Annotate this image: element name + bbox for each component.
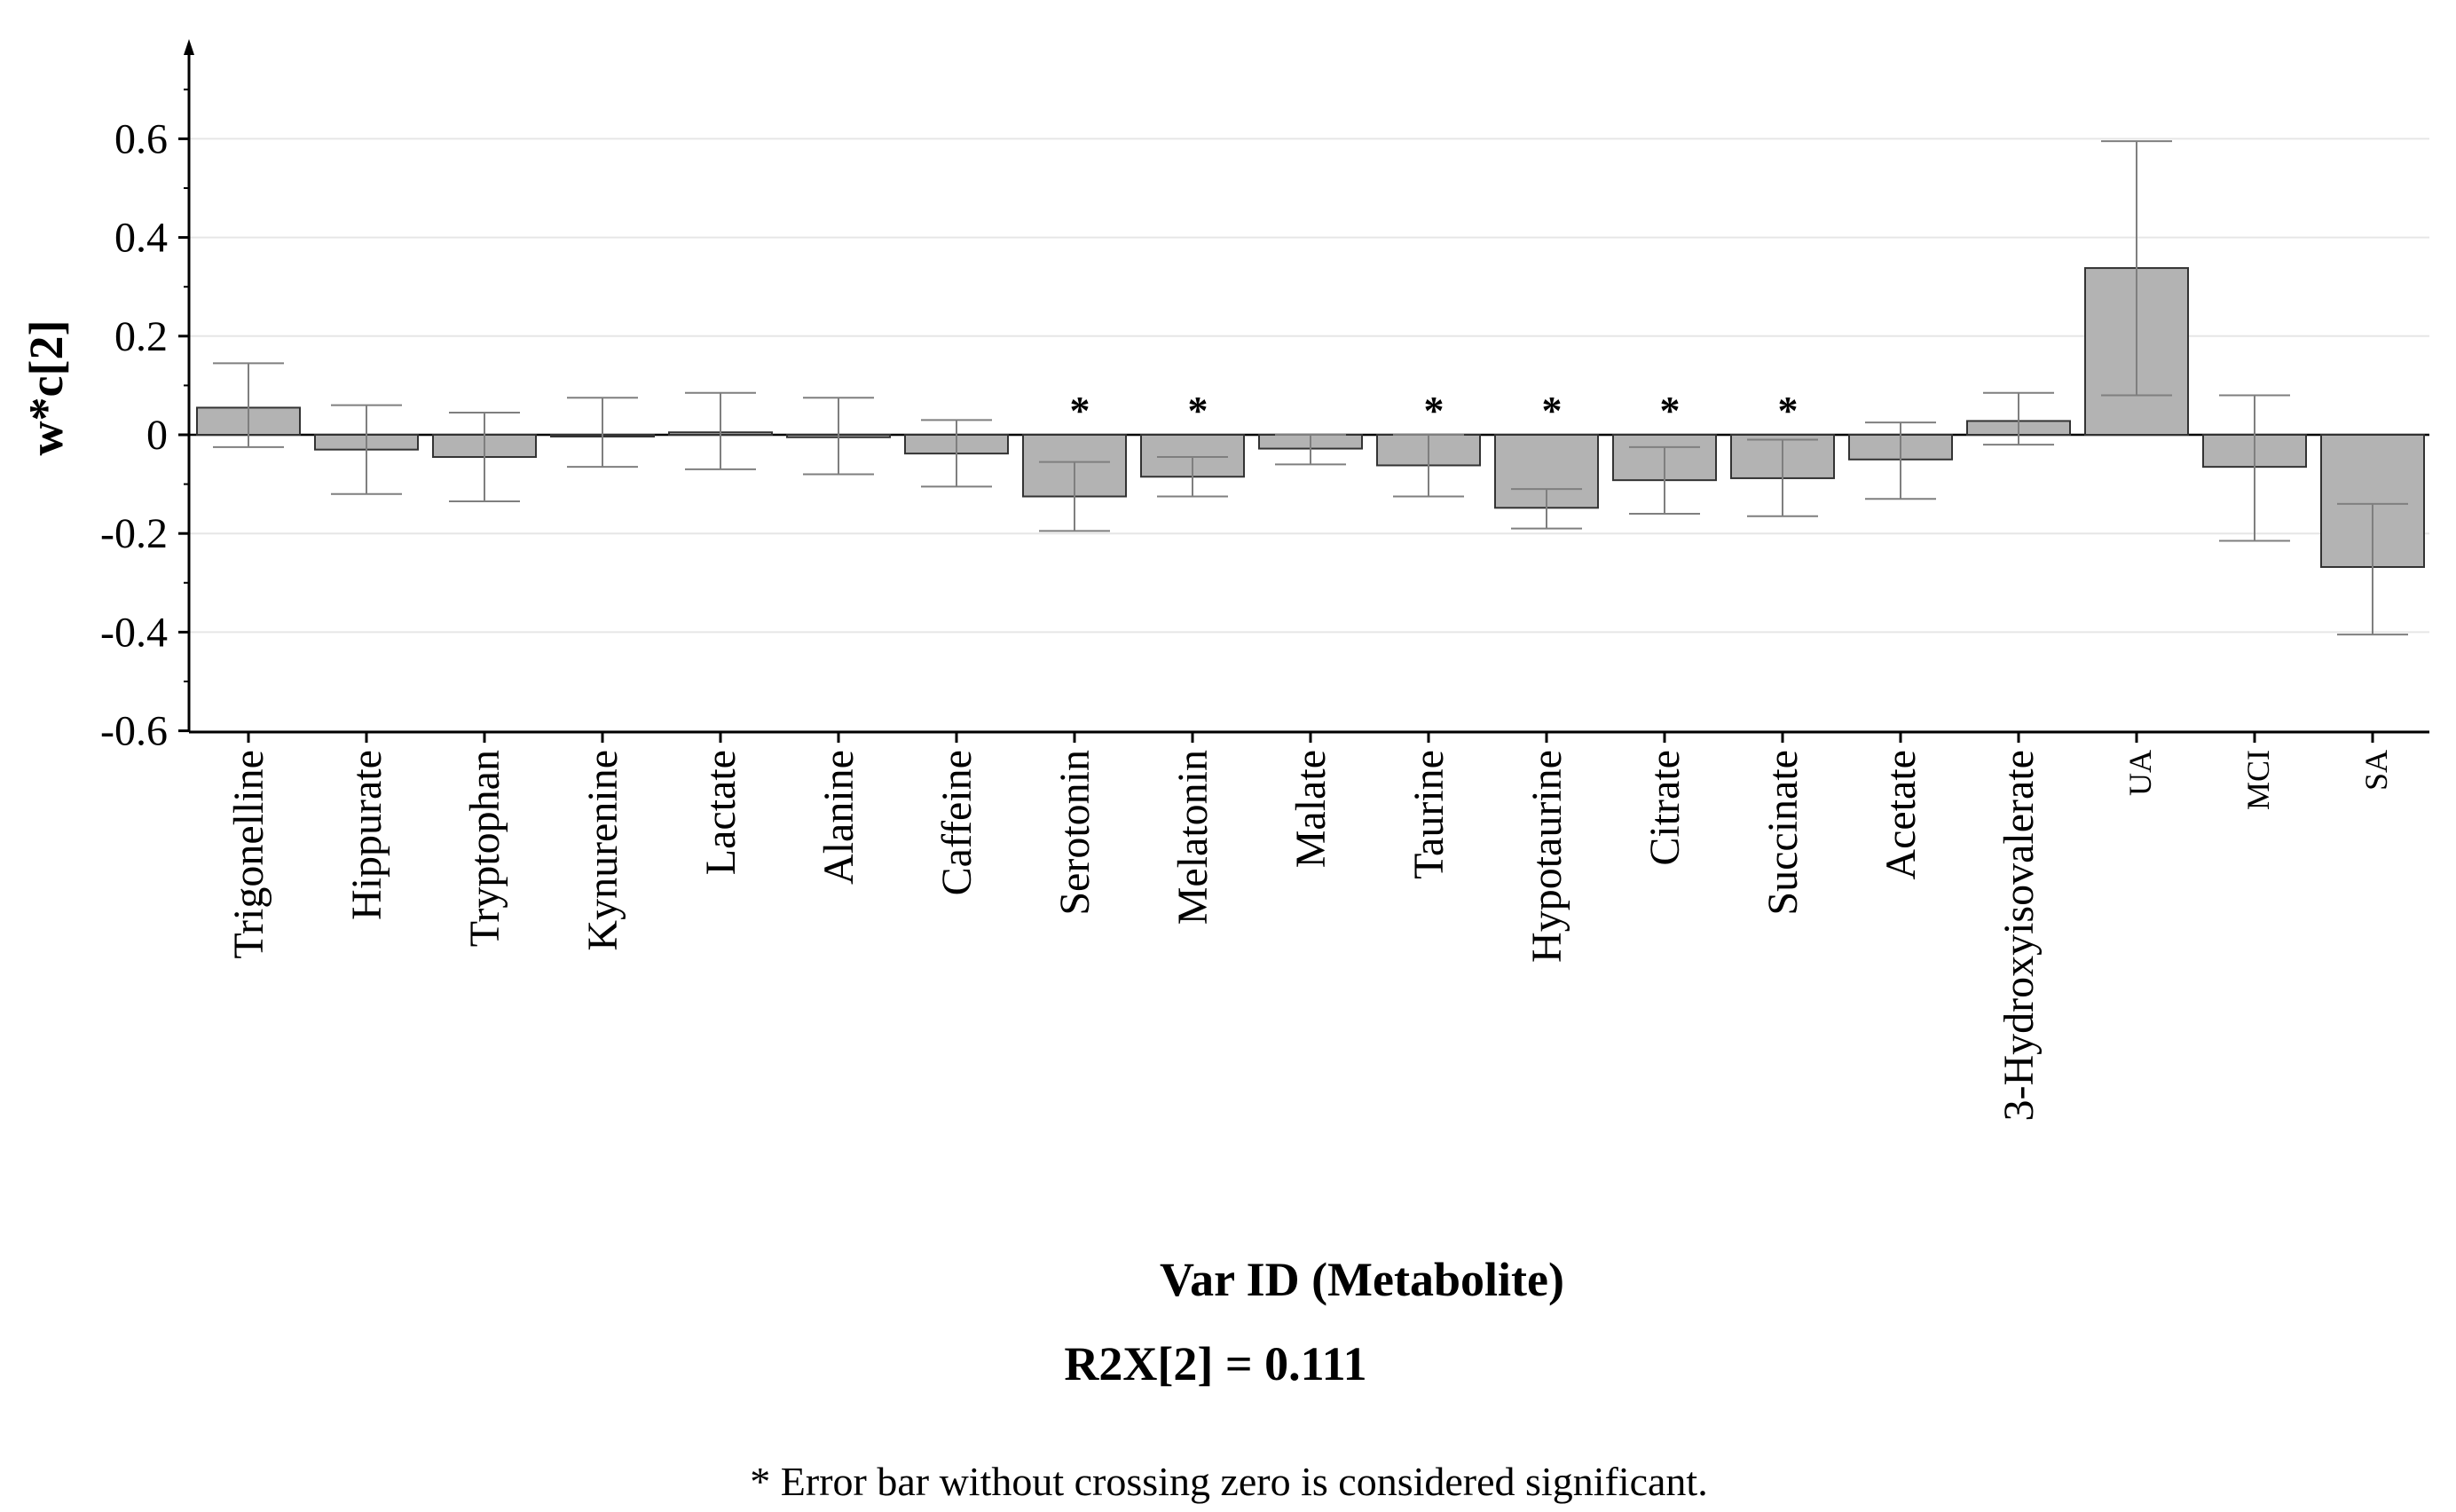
error-bars: [213, 140, 2408, 636]
y-ticks: 0.6 0.4 0.2 0 -0.2 -0.4 -0.6: [100, 88, 189, 755]
x-tick-label: Succinate: [1759, 750, 1807, 916]
x-tick-label: UA: [2122, 750, 2158, 796]
y-tick-label: 0.6: [114, 115, 168, 162]
y-axis-arrow: [184, 39, 194, 55]
x-tick-label: Tryptophan: [461, 750, 508, 947]
x-tick-label: Lactate: [697, 750, 744, 875]
x-tick-label: Melatonin: [1169, 750, 1216, 925]
x-tick-label: SA: [2358, 750, 2394, 791]
y-tick-label: 0.4: [114, 215, 168, 262]
bars: [196, 267, 2425, 569]
significance-star: *: [1778, 388, 1799, 433]
significance-star: *: [1542, 388, 1563, 433]
y-axis-title: w*c[2]: [20, 320, 73, 456]
y-tick-label: 0: [146, 412, 168, 459]
significance-star: *: [1424, 388, 1444, 433]
significance-star: *: [1660, 388, 1681, 433]
x-tick-label: Trigonelline: [225, 750, 272, 959]
x-tick-label: 3-Hydroxyisovalerate: [1996, 750, 2043, 1122]
x-tick-label: MCI: [2240, 750, 2276, 810]
x-tick-label: Acetate: [1877, 750, 1925, 880]
y-tick-label: 0.2: [114, 313, 168, 360]
significance-markers: * * * * * *: [1070, 388, 1799, 433]
x-tick-label: Malate: [1287, 750, 1334, 868]
chart-subtitle: R2X[2] = 0.111: [1064, 1337, 1366, 1390]
x-tick-label: Kynurenine: [579, 750, 626, 951]
x-tick-label: Citrate: [1641, 750, 1688, 866]
significance-star: *: [1070, 388, 1090, 433]
significance-star: *: [1188, 388, 1208, 433]
x-tick-label: Hippurate: [343, 750, 390, 920]
x-tick-label: Alanine: [815, 750, 862, 885]
x-tick-label: Hypotaurine: [1523, 750, 1570, 963]
x-tick-label: Taurine: [1405, 750, 1452, 879]
x-tick-label: Caffeine: [933, 750, 980, 895]
x-axis-title: Var ID (Metabolite): [1160, 1253, 1564, 1306]
footnote: * Error bar without crossing zero is con…: [750, 1459, 1707, 1504]
y-tick-label: -0.6: [100, 708, 168, 755]
y-tick-label: -0.4: [100, 609, 168, 656]
x-tick-label: Serotonin: [1051, 750, 1098, 916]
y-tick-label: -0.2: [100, 510, 168, 557]
category-labels: Trigonelline Hippurate Tryptophan Kynurenin…: [225, 732, 2394, 1122]
